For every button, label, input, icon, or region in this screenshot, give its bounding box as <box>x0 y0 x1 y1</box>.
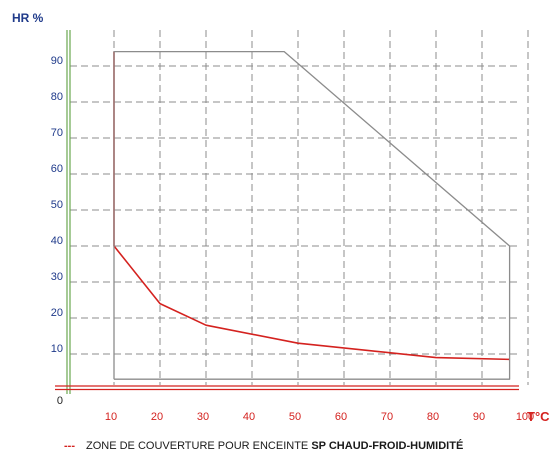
x-tick-label-20: 20 <box>151 411 163 423</box>
legend-label-bold: SP CHAUD-FROID-HUMIDITÉ <box>311 439 463 452</box>
x-tick-label-60: 60 <box>335 411 347 423</box>
legend: --- ZONE DE COUVERTURE POUR ENCEINTE SP … <box>64 439 463 452</box>
y-tick-label-70: 70 <box>51 127 63 139</box>
y-tick-label-30: 30 <box>51 271 63 283</box>
y-ticks: 0 10 20 30 40 50 60 70 80 90 <box>51 55 63 407</box>
y-tick-label-90: 90 <box>51 55 63 67</box>
x-tick-label-70: 70 <box>381 411 393 423</box>
y-tick-label-20: 20 <box>51 307 63 319</box>
series <box>114 52 510 380</box>
y-tick-label-0: 0 <box>57 395 63 407</box>
x-tick-label-50: 50 <box>289 411 301 423</box>
y-tick-label-40: 40 <box>51 235 63 247</box>
x-tick-label-90: 90 <box>473 411 485 423</box>
y-tick-label-80: 80 <box>51 91 63 103</box>
legend-label: ZONE DE COUVERTURE POUR ENCEINTE SP CHAU… <box>86 439 463 452</box>
x-tick-label-30: 30 <box>197 411 209 423</box>
series-red-coverage-line <box>114 52 510 360</box>
x-axis-title: T°C <box>527 409 550 424</box>
x-tick-label-10: 10 <box>105 411 117 423</box>
x-tick-label-80: 80 <box>427 411 439 423</box>
series-grey-envelope-line <box>114 52 510 380</box>
legend-label-normal: ZONE DE COUVERTURE POUR ENCEINTE <box>86 440 311 452</box>
grid <box>70 30 528 385</box>
y-tick-label-10: 10 <box>51 343 63 355</box>
y-tick-label-50: 50 <box>51 199 63 211</box>
legend-marker: --- <box>64 440 75 452</box>
y-tick-label-60: 60 <box>51 163 63 175</box>
x-ticks: 10 20 30 40 50 60 70 80 90 100 <box>105 411 534 423</box>
x-tick-label-40: 40 <box>243 411 255 423</box>
y-axis-title: HR % <box>12 11 44 25</box>
axes <box>55 30 519 394</box>
